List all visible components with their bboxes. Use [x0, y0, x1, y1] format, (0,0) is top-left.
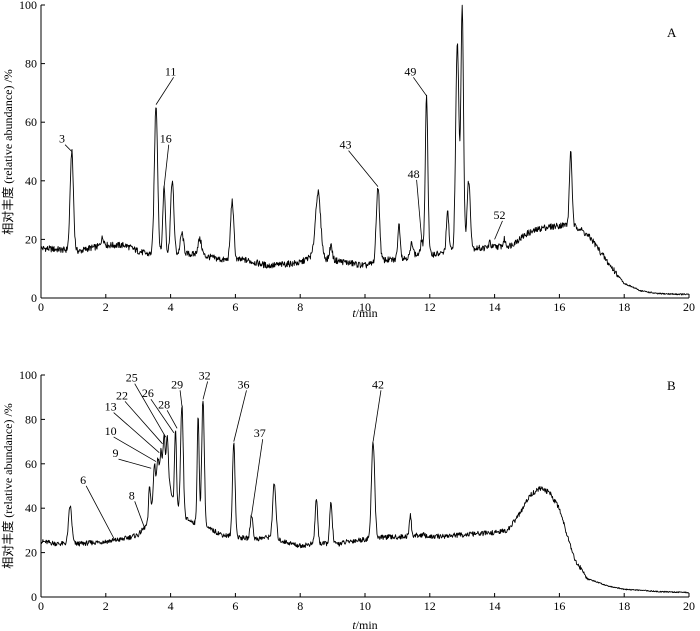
panel-a-y-tick-label: 60 [25, 115, 37, 129]
panel-b-peak-28-label: 28 [158, 397, 170, 411]
panel-b-peak-13-label: 13 [105, 400, 117, 414]
panel-a-peak-11-label: 11 [165, 64, 177, 78]
panel-b-y-axis-title: 相对丰度 (relative abundance) /% [0, 403, 15, 569]
panel-b-y-tick-label: 20 [25, 546, 37, 560]
panel-b-peak-26-leader [150, 398, 175, 433]
panel-a-x-tick-label: 20 [683, 300, 695, 314]
panel-b-peak-13-leader [113, 412, 160, 454]
panel-b-x-tick-label: 10 [359, 599, 371, 613]
panel-b-x-axis-title: t/min [352, 618, 377, 631]
panel-b-x-tick-label: 14 [489, 599, 501, 613]
panel-a-y-tick-label: 100 [19, 0, 37, 12]
panel-b-peak-22-leader [124, 401, 163, 445]
panel-b-peak-10-label: 10 [105, 424, 117, 438]
panel-a-peak-16-label: 16 [160, 132, 172, 146]
panel-a-x-tick-label: 14 [489, 300, 501, 314]
panel-a-x-tick-label: 8 [297, 300, 303, 314]
panel-b-peak-6-leader [85, 485, 116, 542]
panel-a-peak-16-leader [163, 144, 170, 187]
panel-b-peak-6-label: 6 [80, 473, 86, 487]
panel-b-y-tick-label: 100 [19, 368, 37, 382]
panel-a-x-tick-label: 10 [359, 300, 371, 314]
panel-a-x-tick-label: 6 [232, 300, 238, 314]
panel-a-y-tick-label: 80 [25, 57, 37, 71]
panel-a-peak-3-leader [64, 144, 73, 152]
panel-b-y-tick-label: 80 [25, 412, 37, 426]
panel-a-x-axis-italic: t [352, 306, 356, 320]
panel-b-peak-8-label: 8 [129, 488, 135, 502]
panel-b-x-tick-label: 6 [232, 599, 238, 613]
panel-b-trace-group [40, 400, 690, 594]
panel-b-x-tick-label: 16 [553, 599, 565, 613]
panel-b-peak-26-label: 26 [142, 386, 154, 400]
panel-b-peak-29-leader [179, 390, 183, 407]
panel-a-peak-48-leader [416, 179, 423, 240]
panel-b-chromatogram-trace [40, 400, 690, 594]
panel-b-peak-29-label: 29 [171, 377, 183, 391]
panel-b-x-tick-label: 12 [424, 599, 436, 613]
panel-b-peak-32-leader [202, 381, 209, 400]
panel-a-x-axis-unit: /min [356, 306, 378, 320]
panel-a-x-tick-label: 2 [103, 300, 109, 314]
panel-b-peak-28-leader [166, 410, 178, 429]
panel-b-peak-36-leader [233, 390, 247, 442]
panel-b-peak-10-leader [113, 436, 157, 462]
panel-a-trace-group [40, 4, 690, 296]
panel-b-y-tick-label: 0 [31, 590, 37, 604]
panel-a-peak-49-label: 49 [404, 64, 416, 78]
panel-b-peak-42-leader [372, 390, 382, 442]
panel-a-peak-48-label: 48 [408, 167, 420, 181]
panel-b-peak-32-label: 32 [199, 368, 211, 382]
panel-a-peak-3-label: 3 [59, 132, 65, 146]
panel-a-x-tick-label: 18 [618, 300, 630, 314]
panel-a-y-tick-label: 0 [31, 291, 37, 305]
panel-a-x-tick-label: 0 [38, 300, 44, 314]
panel-a-x-tick-label: 16 [553, 300, 565, 314]
panel-b-x-tick-label: 0 [38, 599, 44, 613]
panel-a-x-tick-label: 12 [424, 300, 436, 314]
panel-b-x-tick-label: 18 [618, 599, 630, 613]
panel-b-peak-42-label: 42 [372, 377, 384, 391]
panel-b-peak-9-leader [118, 458, 152, 469]
panel-a-peak-49-leader [413, 77, 427, 97]
panel-b-y-tick-label: 40 [25, 501, 37, 515]
panel-a-y-axis-title: 相对丰度 (relative abundance) /% [0, 69, 15, 235]
panel-a-y-tick-label: 20 [25, 232, 37, 246]
panel-a-chromatogram-trace [40, 4, 690, 296]
panel-a-y-tick-label: 40 [25, 174, 37, 188]
panel-b-x-axis-unit: /min [356, 618, 378, 631]
panel-a: 3 11 16 43 48 49 52 0 2 4 6 8 10 12 14 16 18 20 0 20 40 60 80… [0, 0, 695, 320]
panel-b-x-tick-label: 4 [168, 599, 174, 613]
panel-a-peak-43-leader [348, 150, 379, 187]
panel-a-x-axis-title: t/min [352, 306, 377, 320]
panel-b-x-tick-label: 2 [103, 599, 109, 613]
panel-a-x-tick-label: 4 [168, 300, 174, 314]
panel-b-peak-25-leader [134, 383, 167, 438]
panel-b-peak-36-label: 36 [238, 377, 250, 391]
panel-a-peak-labels: 3 11 16 43 48 49 52 [59, 64, 505, 240]
panel-b-peak-25-label: 25 [126, 371, 138, 385]
panel-a-peak-52-label: 52 [493, 208, 505, 222]
panel-a-axes: 0 2 4 6 8 10 12 14 16 18 20 0 20 40 60 80 100 [19, 0, 695, 314]
panel-a-letter: A [667, 25, 677, 40]
panel-a-peak-11-leader [155, 77, 174, 105]
panel-b-y-tick-label: 60 [25, 457, 37, 471]
panel-b-peak-8-leader [134, 501, 146, 529]
panel-a-peak-43-label: 43 [340, 138, 352, 152]
panel-b-x-tick-label: 20 [683, 599, 695, 613]
panel-b-axes: 0 2 4 6 8 10 12 14 16 18 20 0 20 40 60 80 100 [19, 368, 695, 613]
panel-b-x-tick-label: 8 [297, 599, 303, 613]
panel-b-peak-22-label: 22 [116, 388, 128, 402]
panel-b-peak-37-label: 37 [254, 426, 266, 440]
panel-b-peak-37-leader [251, 439, 264, 515]
panel-b-x-axis-italic: t [352, 618, 356, 631]
panel-b-peak-9-label: 9 [113, 446, 119, 460]
panel-b-letter: B [667, 378, 676, 393]
panel-a-peak-52-leader [494, 220, 503, 240]
